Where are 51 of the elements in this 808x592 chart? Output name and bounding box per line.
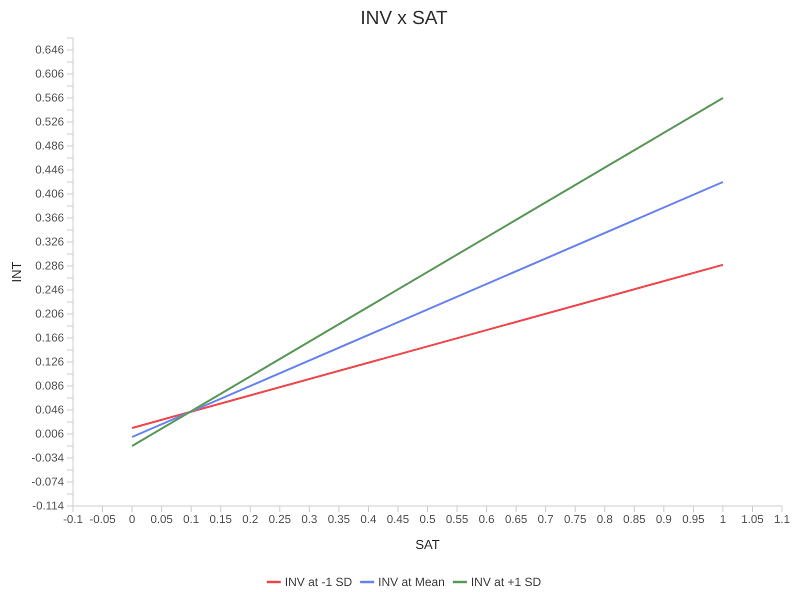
x-tick-label: 0.6 (478, 514, 495, 526)
y-tick-label: 0.286 (35, 260, 64, 273)
y-tick-label: 0.166 (35, 332, 64, 345)
y-tick-label: 0.086 (35, 380, 64, 393)
x-tick-label: 1 (720, 514, 726, 526)
chart-title: INV x SAT (360, 8, 448, 29)
legend-label: INV at +1 SD (470, 575, 542, 589)
x-tick-label: 0.95 (682, 514, 705, 526)
y-tick-label: 0.566 (35, 92, 64, 105)
x-tick-label: -0.05 (89, 514, 116, 526)
x-tick-label: 0.5 (420, 514, 436, 526)
y-tick-label: -0.114 (32, 500, 65, 513)
x-tick-label: 0.1 (183, 514, 200, 526)
y-tick-label: 0.046 (35, 404, 64, 417)
x-tick-label: 0.15 (210, 514, 232, 526)
x-tick-label: 0.2 (242, 514, 258, 526)
x-tick-label: 0.8 (596, 514, 613, 526)
y-tick-label: 0.486 (35, 140, 64, 153)
y-axis-title: INT (9, 261, 24, 282)
y-tick-label: 0.406 (35, 188, 64, 201)
x-tick-label: 0.05 (150, 514, 173, 526)
x-tick-label: 0 (128, 514, 136, 526)
y-tick-label: 0.326 (35, 236, 64, 249)
x-tick-label: -0.1 (63, 514, 83, 526)
x-tick-label: 0.4 (360, 514, 378, 526)
x-tick-label: 0.85 (623, 514, 646, 526)
y-tick-label: 0.206 (35, 308, 64, 321)
x-tick-label: 0.45 (386, 514, 410, 526)
y-tick-label: 0.006 (35, 428, 64, 441)
x-tick-label: 0.7 (538, 514, 554, 526)
x-tick-label: 0.35 (328, 514, 350, 526)
x-tick-label: 0.65 (504, 514, 528, 526)
y-tick-label: 0.126 (35, 356, 64, 369)
y-tick-label: 0.366 (35, 212, 64, 225)
x-tick-label: 0.3 (301, 514, 318, 526)
y-tick-label: 0.606 (35, 68, 64, 81)
x-tick-label: 0.9 (656, 514, 672, 526)
legend-label: INV at Mean (378, 575, 445, 589)
legend-label: INV at -1 SD (284, 575, 352, 589)
y-tick-label: 0.446 (35, 164, 64, 177)
x-tick-label: 0.25 (268, 514, 291, 526)
x-tick-label: 1.05 (741, 514, 764, 526)
y-tick-label: -0.074 (31, 476, 65, 489)
y-tick-label: -0.034 (31, 452, 65, 465)
y-tick-label: 0.246 (35, 284, 64, 297)
x-axis-title: SAT (415, 537, 440, 552)
x-tick-label: 1.1 (774, 514, 790, 526)
x-tick-label: 0.75 (564, 514, 586, 526)
x-tick-label: 0.55 (446, 514, 468, 526)
y-tick-label: 0.526 (35, 116, 64, 129)
y-tick-label: 0.646 (35, 44, 64, 57)
